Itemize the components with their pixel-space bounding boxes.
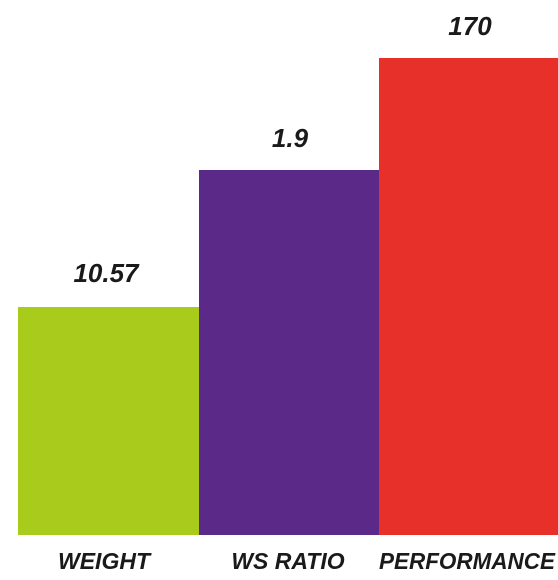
performance-block <box>379 58 558 535</box>
ws-ratio-label: WS RATIO <box>231 548 344 574</box>
ws-ratio-block <box>199 170 379 535</box>
weight-block <box>18 307 199 535</box>
performance-value: 170 <box>448 11 492 41</box>
ws-ratio-value: 1.9 <box>272 123 309 153</box>
weight-label: WEIGHT <box>58 548 152 574</box>
weight-value: 10.57 <box>73 258 140 288</box>
performance-label: PERFORMANCE <box>379 548 556 574</box>
